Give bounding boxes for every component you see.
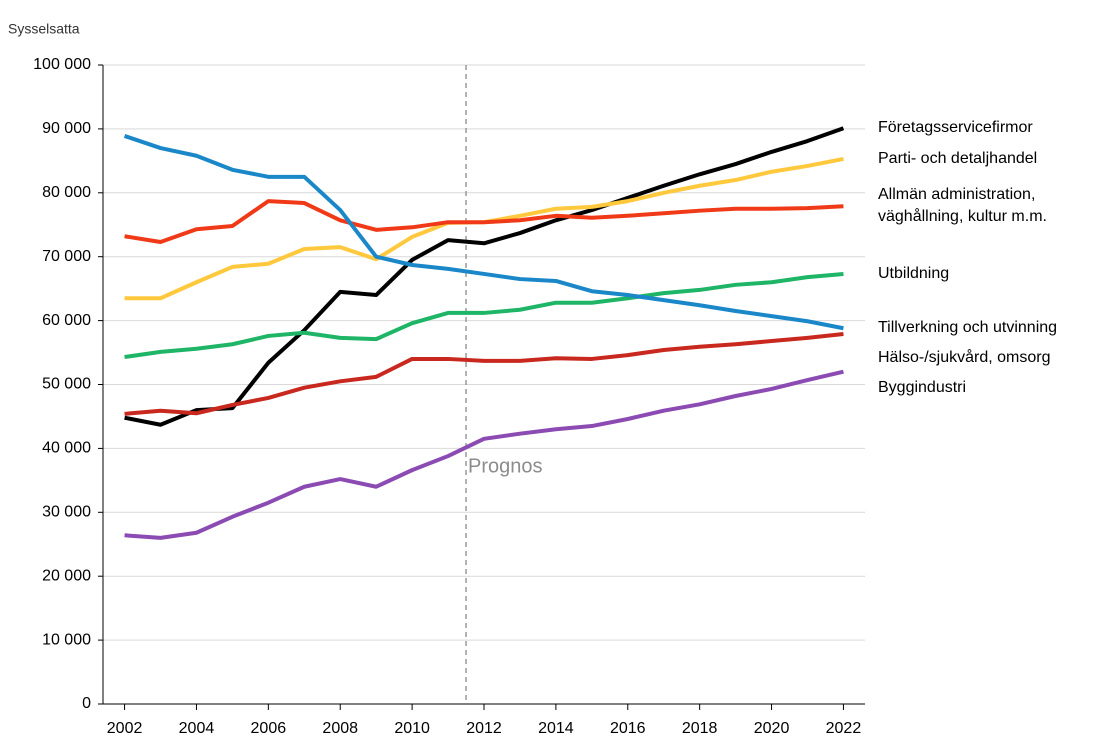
series-line: [124, 156, 844, 301]
legend-label: Företagsservicefirmor: [878, 119, 1033, 137]
y-tick-label: 10 000: [42, 631, 91, 648]
x-tick-label: 2002: [107, 720, 143, 737]
x-tick-label: 2006: [251, 720, 287, 737]
x-tick-label: 2020: [754, 720, 790, 737]
legend-label: Parti- och detaljhandel: [878, 149, 1038, 167]
y-tick-label: 0: [82, 695, 91, 712]
y-tick-label: 40 000: [42, 440, 91, 457]
x-tick-label: 2022: [826, 720, 862, 737]
x-tick-label: 2014: [538, 720, 574, 737]
legend-label: Utbildning: [878, 264, 950, 282]
x-tick-label: 2010: [394, 720, 430, 737]
legend-label: Tillverkning och utvinning: [878, 319, 1058, 337]
x-tick-label: 2016: [610, 720, 646, 737]
series-line: [124, 369, 844, 540]
series-line: [124, 332, 844, 416]
x-tick-label: 2018: [682, 720, 718, 737]
series-line: [124, 126, 845, 427]
y-tick-label: 50 000: [42, 376, 91, 393]
legend-label: Hälso-/sjukvård, omsorg: [878, 349, 1051, 367]
y-axis-title: Sysselsatta: [8, 21, 80, 37]
series-line: [124, 199, 844, 245]
series-line: [123, 134, 844, 331]
annotation: Prognos: [468, 456, 543, 478]
legend-label: Allmän administration, väghållning, kult…: [878, 186, 1047, 226]
y-tick-label: 80 000: [42, 184, 91, 201]
x-tick-label: 2012: [466, 720, 502, 737]
legend-label: Byggindustri: [878, 379, 967, 397]
x-tick-label: 2008: [322, 720, 358, 737]
y-tick-label: 100 000: [33, 56, 91, 73]
y-tick-label: 70 000: [42, 248, 91, 265]
y-tick-label: 30 000: [42, 504, 91, 521]
y-tick-label: 20 000: [42, 567, 91, 584]
y-tick-label: 60 000: [42, 312, 91, 329]
series-line: [124, 271, 844, 360]
y-tick-label: 90 000: [42, 120, 91, 137]
x-tick-label: 2004: [179, 720, 215, 737]
